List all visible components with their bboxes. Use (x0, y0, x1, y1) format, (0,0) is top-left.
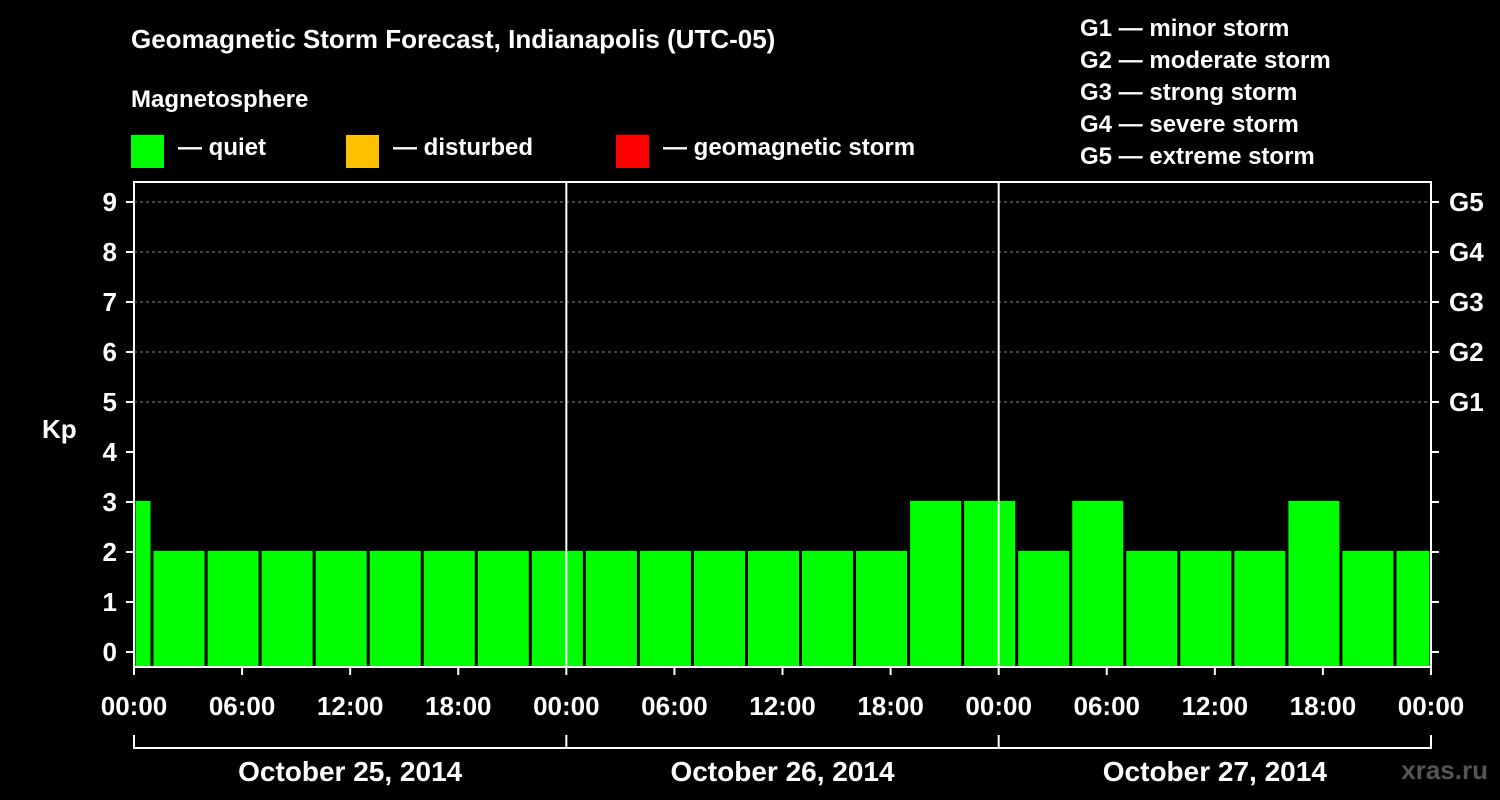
legend-label-quiet: — quiet (178, 134, 266, 161)
kp-bar-9 (531, 551, 583, 666)
y-axis-label: Kp (42, 414, 77, 444)
watermark: xras.ru (1401, 755, 1488, 785)
storm-level-g1: G1 — minor storm (1080, 15, 1290, 42)
storm-level-g4: G4 — severe storm (1080, 111, 1299, 138)
kp-bar-19 (1072, 501, 1124, 666)
right-axis-label-g5: G5 (1449, 187, 1484, 217)
chart-title: Geomagnetic Storm Forecast, Indianapolis… (131, 24, 776, 54)
kp-bar-14 (802, 551, 854, 666)
x-tick-label-6: 12:00 (749, 691, 816, 721)
x-tick-label-5: 06:00 (641, 691, 708, 721)
kp-bar-10 (585, 551, 637, 666)
x-tick-label-0: 00:00 (101, 691, 168, 721)
legend-label-storm: — geomagnetic storm (663, 134, 916, 161)
day-label-2: October 26, 2014 (670, 756, 895, 787)
right-axis-label-g4: G4 (1449, 237, 1484, 267)
storm-level-g2: G2 — moderate storm (1080, 47, 1331, 74)
y-tick-label-1: 1 (103, 587, 117, 617)
x-tick-label-3: 18:00 (425, 691, 492, 721)
y-tick-label-2: 2 (103, 537, 117, 567)
y-tick-label-0: 0 (103, 637, 117, 667)
y-tick-label-7: 7 (103, 287, 117, 317)
day-label-1: October 25, 2014 (238, 756, 463, 787)
kp-bar-3 (207, 551, 259, 666)
x-tick-label-9: 06:00 (1074, 691, 1141, 721)
y-tick-label-6: 6 (103, 337, 117, 367)
kp-bar-15 (856, 551, 908, 666)
x-tick-label-10: 12:00 (1182, 691, 1249, 721)
kp-bar-5 (315, 551, 367, 666)
y-tick-label-8: 8 (103, 237, 117, 267)
right-axis-label-g1: G1 (1449, 387, 1484, 417)
x-tick-label-11: 18:00 (1290, 691, 1357, 721)
right-axis-label-g2: G2 (1449, 337, 1484, 367)
kp-bar-24 (1342, 551, 1394, 666)
x-tick-label-8: 00:00 (965, 691, 1032, 721)
kp-bar-12 (693, 551, 745, 666)
kp-bar-6 (369, 551, 421, 666)
kp-bar-16 (910, 501, 962, 666)
x-tick-label-7: 18:00 (857, 691, 924, 721)
kp-bar-8 (477, 551, 529, 666)
kp-bar-7 (423, 551, 475, 666)
kp-bar-23 (1288, 501, 1340, 666)
x-tick-label-2: 12:00 (317, 691, 384, 721)
kp-bar-13 (747, 551, 800, 666)
legend-swatch-quiet (131, 135, 164, 168)
kp-bar-11 (639, 551, 691, 666)
storm-level-g3: G3 — strong storm (1080, 79, 1298, 106)
legend-swatch-storm (616, 135, 649, 168)
kp-bar-22 (1234, 551, 1286, 666)
x-tick-label-1: 06:00 (209, 691, 276, 721)
magnetosphere-label: Magnetosphere (131, 86, 309, 113)
x-tick-label-4: 00:00 (533, 691, 600, 721)
y-tick-label-3: 3 (103, 487, 117, 517)
legend-label-disturbed: — disturbed (393, 134, 534, 161)
kp-bar-17 (964, 501, 1016, 666)
legend-swatch-disturbed (346, 135, 379, 168)
kp-bar-25 (1396, 551, 1430, 666)
kp-bar-20 (1126, 551, 1178, 666)
y-tick-label-9: 9 (103, 187, 117, 217)
storm-level-g5: G5 — extreme storm (1080, 143, 1315, 170)
right-axis-label-g3: G3 (1449, 287, 1484, 317)
x-tick-label-12: 00:00 (1398, 691, 1465, 721)
y-tick-label-5: 5 (103, 387, 117, 417)
kp-bar-1 (135, 501, 151, 666)
kp-bar-2 (153, 551, 205, 666)
day-label-3: October 27, 2014 (1103, 756, 1328, 787)
y-tick-label-4: 4 (103, 437, 118, 467)
kp-bar-21 (1180, 551, 1232, 666)
kp-bar-4 (261, 551, 313, 666)
kp-bar-18 (1018, 551, 1070, 666)
